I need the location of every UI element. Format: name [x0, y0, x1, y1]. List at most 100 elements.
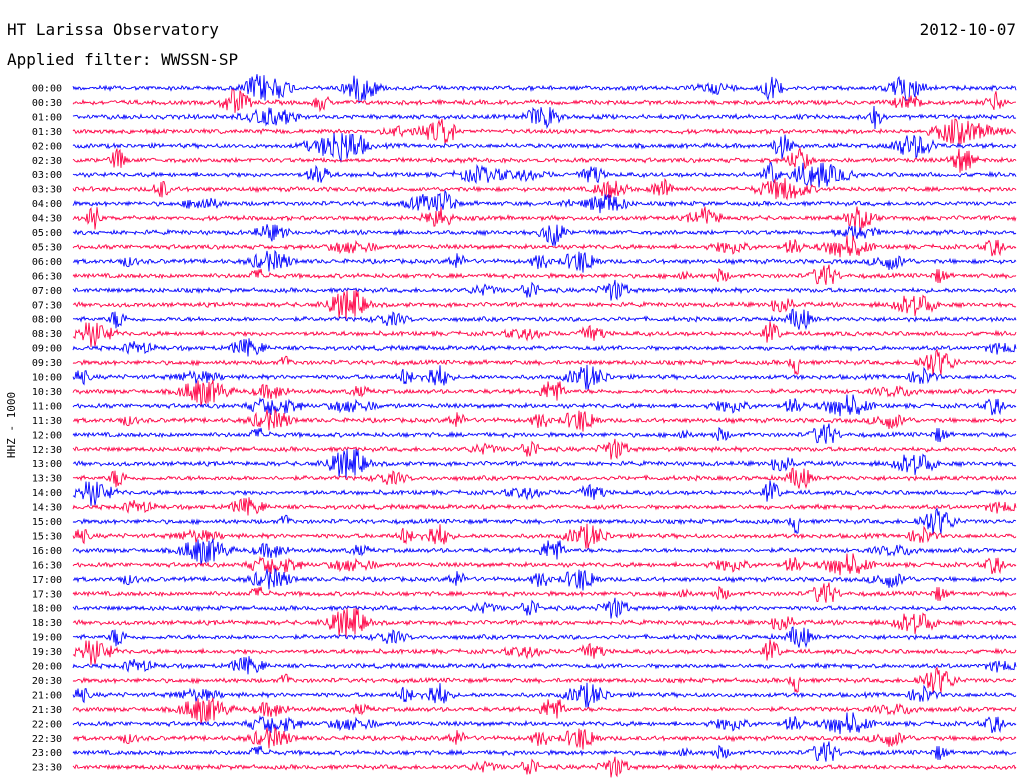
time-tick-label: 04:00: [32, 199, 62, 210]
trace-line: [72, 712, 1017, 735]
time-tick-label: 08:30: [32, 329, 62, 340]
trace-line: [72, 177, 1017, 201]
trace-line: [72, 553, 1017, 576]
time-tick-label: 09:00: [32, 344, 62, 355]
time-tick-label: 17:00: [32, 575, 62, 586]
time-tick-label: 04:30: [32, 214, 62, 225]
trace-line: [72, 523, 1017, 550]
trace-line: [72, 467, 1017, 489]
trace-line: [72, 279, 1017, 301]
time-tick-label: 05:30: [32, 242, 62, 253]
time-tick-label: 18:30: [32, 618, 62, 629]
trace-line: [72, 132, 1017, 163]
trace-line: [72, 348, 1017, 376]
trace-line: [72, 394, 1017, 417]
trace-line: [72, 666, 1017, 694]
trace-line: [72, 438, 1017, 460]
time-tick-label: 10:00: [32, 373, 62, 384]
trace-line: [72, 338, 1017, 357]
time-tick-label: 10:30: [32, 387, 62, 398]
observatory-title: HT Larissa Observatory: [7, 20, 219, 39]
time-tick-label: 23:30: [32, 763, 62, 774]
time-tick-label: 14:30: [32, 503, 62, 514]
y-axis-label: HHZ - 1000: [5, 392, 18, 458]
time-tick-label: 20:00: [32, 662, 62, 673]
trace-line: [72, 639, 1017, 665]
trace-line: [72, 626, 1017, 649]
time-tick-label: 23:00: [32, 748, 62, 759]
record-date: 2012-10-07: [919, 20, 1016, 39]
time-tick-label: 12:00: [32, 430, 62, 441]
trace-line: [72, 308, 1017, 331]
trace-line: [72, 206, 1017, 233]
filter-label: Applied filter: WWSSN-SP: [7, 50, 239, 69]
time-tick-label: 00:30: [32, 98, 62, 109]
time-tick-label: 18:00: [32, 604, 62, 615]
time-tick-label: 01:00: [32, 112, 62, 123]
time-tick-label: 16:00: [32, 546, 62, 557]
trace-line: [72, 507, 1017, 535]
trace-line: [72, 189, 1017, 214]
trace-line: [72, 423, 1017, 444]
trace-line: [72, 567, 1017, 591]
time-tick-label: 02:00: [32, 141, 62, 152]
trace-line: [72, 756, 1017, 778]
time-tick-label: 21:00: [32, 690, 62, 701]
time-tick-label: 09:30: [32, 358, 62, 369]
time-tick-label: 22:00: [32, 719, 62, 730]
trace-line: [72, 497, 1017, 516]
trace-line: [72, 146, 1017, 173]
time-tick-label: 15:30: [32, 531, 62, 542]
trace-line: [72, 118, 1017, 145]
trace-line: [72, 697, 1017, 724]
trace-line: [72, 235, 1017, 258]
time-tick-label: 16:30: [32, 560, 62, 571]
time-tick-label: 13:30: [32, 474, 62, 485]
time-tick-label: 22:30: [32, 734, 62, 745]
trace-line: [72, 582, 1017, 603]
trace-line: [72, 480, 1017, 506]
trace-line: [72, 289, 1017, 321]
trace-line: [72, 656, 1017, 675]
trace-line: [72, 741, 1017, 762]
time-tick-label: 06:00: [32, 257, 62, 268]
trace-line: [72, 89, 1017, 113]
time-tick-label: 01:30: [32, 127, 62, 138]
trace-line: [72, 74, 1017, 104]
trace-line: [72, 264, 1017, 285]
time-tick-label: 20:30: [32, 676, 62, 687]
time-tick-label: 12:30: [32, 445, 62, 456]
trace-line: [72, 448, 1017, 480]
trace-line: [72, 682, 1017, 709]
trace-line: [72, 726, 1017, 750]
time-tick-label: 15:00: [32, 517, 62, 528]
time-tick-label: 07:00: [32, 286, 62, 297]
time-tick-label: 05:00: [32, 228, 62, 239]
time-tick-label: 07:30: [32, 300, 62, 311]
time-tick-labels: 00:00 00:30 01:00 01:30 02:00 02:30 03:00 03:30…: [32, 84, 62, 774]
trace-line: [72, 105, 1017, 130]
trace-line: [72, 597, 1017, 619]
time-tick-label: 19:00: [32, 633, 62, 644]
trace-line: [72, 161, 1017, 188]
time-tick-label: 11:30: [32, 416, 62, 427]
time-tick-label: 21:30: [32, 705, 62, 716]
time-tick-label: 08:00: [32, 315, 62, 326]
time-tick-label: 03:00: [32, 170, 62, 181]
time-tick-label: 11:00: [32, 401, 62, 412]
time-tick-label: 19:30: [32, 647, 62, 658]
time-tick-label: 06:30: [32, 271, 62, 282]
trace-line: [72, 364, 1017, 391]
time-tick-label: 17:30: [32, 589, 62, 600]
trace-line: [72, 224, 1017, 246]
trace-line: [72, 538, 1017, 565]
trace-line: [72, 249, 1017, 273]
trace-line: [72, 607, 1017, 639]
time-tick-label: 14:00: [32, 488, 62, 499]
trace-line: [72, 321, 1017, 347]
trace-line: [72, 379, 1017, 406]
time-tick-label: 02:30: [32, 156, 62, 167]
time-tick-label: 00:00: [32, 84, 62, 95]
time-tick-label: 13:00: [32, 459, 62, 470]
